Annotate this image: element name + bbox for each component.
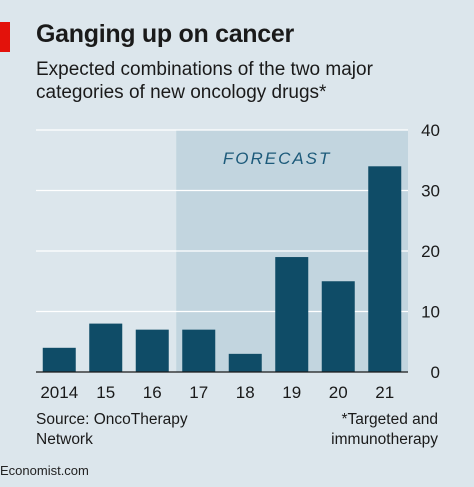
chart-title: Ganging up on cancer — [36, 20, 294, 48]
y-tick-label: 40 — [421, 121, 440, 140]
x-tick-label: 20 — [329, 383, 348, 402]
bar-17 — [182, 329, 216, 372]
forecast-label: FORECAST — [223, 149, 332, 168]
x-tick-label: 21 — [375, 383, 394, 402]
y-tick-label: 10 — [421, 303, 440, 322]
source-note: Source: OncoTherapy Network — [36, 411, 188, 448]
x-tick-label: 17 — [189, 383, 208, 402]
x-tick-label: 18 — [236, 383, 255, 402]
y-tick-label: 20 — [421, 242, 440, 261]
footnote: *Targeted and immunotherapy — [331, 411, 438, 448]
bar-2014 — [42, 347, 76, 372]
brand-logo-text: Economist.com — [0, 463, 89, 478]
x-tick-label: 19 — [282, 383, 301, 402]
x-tick-label: 2014 — [40, 383, 78, 402]
chart-subtitle: Expected combinations of the two major c… — [36, 59, 373, 103]
y-tick-label: 30 — [421, 182, 440, 201]
bar-20 — [321, 281, 355, 372]
y-tick-label: 0 — [431, 363, 440, 382]
x-tick-label: 15 — [96, 383, 115, 402]
bar-19 — [275, 257, 309, 372]
bar-21 — [368, 166, 402, 372]
bar-16 — [135, 329, 169, 372]
accent-tag — [0, 22, 10, 52]
bar-18 — [228, 353, 262, 372]
bar-15 — [89, 323, 123, 372]
x-tick-label: 16 — [143, 383, 162, 402]
